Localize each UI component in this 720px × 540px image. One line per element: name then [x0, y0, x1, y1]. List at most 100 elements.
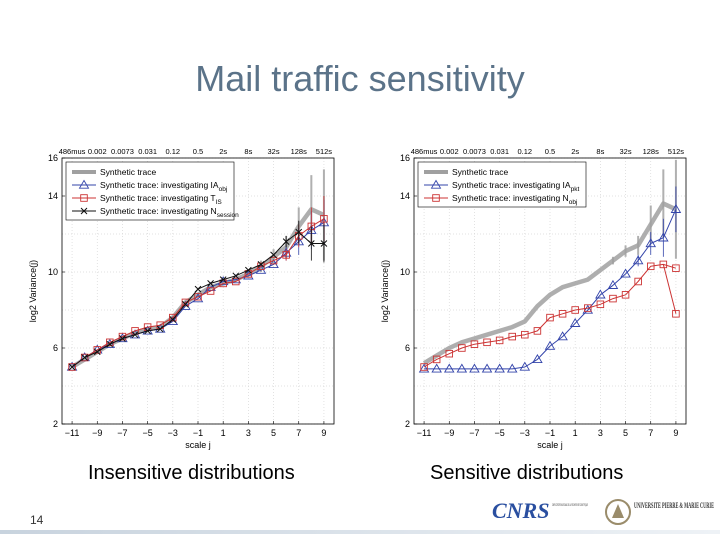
marker-square — [571, 306, 579, 314]
x-tick-label: 9 — [673, 428, 678, 438]
top-tick-label: 2s — [571, 147, 579, 156]
legend-subscript: session — [217, 212, 239, 219]
legend-subscript: obj — [569, 199, 578, 206]
legend-label: Synthetic trace — [452, 167, 508, 177]
series-cross — [68, 220, 328, 371]
top-tick-label: 0.031 — [490, 147, 509, 156]
x-tick-label: −5 — [494, 428, 504, 438]
x-tick-label: 7 — [296, 428, 301, 438]
y-tick-label: 2 — [405, 419, 410, 429]
legend: Synthetic trace Synthetic trace: investig… — [417, 161, 587, 208]
marker-triangle — [469, 363, 480, 373]
marker-triangle — [431, 363, 442, 373]
x-tick-label: −3 — [168, 428, 178, 438]
top-tick-label: 0.5 — [193, 147, 203, 156]
marker-square — [432, 355, 441, 364]
top-tick-label: 128s — [643, 147, 660, 156]
marker-square — [508, 332, 516, 341]
series-triangle — [418, 186, 682, 373]
y-tick-label: 14 — [48, 191, 58, 201]
marker-triangle — [595, 289, 606, 299]
y-tick-label: 10 — [48, 267, 58, 277]
top-tick-label: 32s — [268, 147, 280, 156]
x-tick-label: −5 — [142, 428, 152, 438]
marker-square — [80, 194, 88, 202]
marker-triangle — [230, 274, 242, 284]
x-tick-label: −11 — [417, 428, 432, 438]
marker-square — [420, 363, 428, 371]
marker-triangle — [645, 238, 657, 248]
top-tick-label: 0.12 — [166, 147, 181, 156]
x-tick-label: −7 — [117, 428, 127, 438]
marker-square — [181, 298, 190, 307]
marker-square — [169, 313, 177, 322]
marker-cross — [182, 300, 189, 308]
x-axis-label: scale j — [185, 440, 211, 450]
y-axis-label: log2 Variance(j) — [28, 260, 38, 322]
marker-square — [495, 336, 504, 345]
legend-label: Synthetic trace: investigating TIS — [100, 193, 222, 206]
caption-sensitive: Sensitive distributions — [430, 462, 624, 484]
marker-square — [483, 338, 491, 347]
top-tick-label: 0.002 — [88, 147, 107, 156]
x-tick-label: −1 — [193, 428, 203, 438]
marker-triangle — [632, 255, 644, 265]
y-tick-label: 6 — [405, 343, 410, 353]
footer-rule — [0, 530, 720, 534]
y-tick-label: 6 — [53, 343, 58, 353]
marker-square — [659, 260, 668, 269]
top-tick-label: 0.0073 — [463, 147, 486, 156]
marker-cross — [245, 266, 252, 274]
marker-square — [269, 256, 278, 265]
marker-cross — [131, 331, 139, 339]
marker-square — [646, 262, 655, 271]
marker-cross — [144, 327, 151, 335]
marker-square — [634, 277, 642, 286]
top-tick-label: 8s — [596, 147, 604, 156]
marker-triangle — [418, 363, 430, 373]
marker-square — [546, 313, 554, 322]
legend-label: Synthetic trace — [100, 167, 156, 177]
marker-triangle — [582, 304, 594, 314]
marker-square — [521, 330, 529, 339]
x-tick-label: −3 — [520, 428, 530, 438]
x-tick-label: 3 — [246, 428, 251, 438]
marker-cross — [81, 354, 89, 361]
marker-triangle — [506, 363, 518, 373]
top-tick-label: 0.5 — [545, 147, 555, 156]
marker-triangle — [658, 232, 669, 242]
marker-cross — [219, 276, 227, 283]
x-tick-label: −1 — [545, 428, 555, 438]
top-tick-label: 0.0073 — [111, 147, 134, 156]
marker-cross — [307, 240, 315, 247]
legend: Synthetic trace Synthetic trace: investig… — [65, 161, 239, 221]
marker-triangle — [544, 340, 556, 350]
top-tick-label: 0.002 — [440, 147, 459, 156]
series-square — [420, 260, 680, 371]
marker-square — [80, 353, 89, 362]
x-tick-label: −9 — [444, 428, 454, 438]
extra-segment — [662, 264, 677, 314]
series-group — [418, 159, 682, 373]
top-tick-label: 486mus — [411, 147, 438, 156]
marker-triangle — [670, 203, 682, 213]
top-tick-label: 512s — [316, 147, 333, 156]
marker-square — [672, 310, 680, 318]
y-tick-label: 14 — [400, 191, 410, 201]
marker-square — [558, 310, 567, 318]
marker-square — [445, 349, 454, 358]
series-line — [423, 263, 677, 368]
marker-triangle — [532, 354, 543, 364]
legend-subscript: pkt — [571, 186, 580, 193]
cnrs-logo: CNRS CNRS CENTRE NATIONAL DE LA RECHERCH… — [492, 498, 588, 523]
upmc-logo-text: UNIVERSITE PIERRE & MARIE CURIE — [634, 501, 714, 510]
x-tick-label: 5 — [271, 428, 276, 438]
marker-cross — [156, 325, 164, 333]
series-line — [71, 218, 325, 368]
marker-triangle — [443, 363, 455, 373]
marker-cross — [68, 363, 76, 371]
marker-square — [194, 292, 202, 301]
x-tick-label: −7 — [469, 428, 479, 438]
